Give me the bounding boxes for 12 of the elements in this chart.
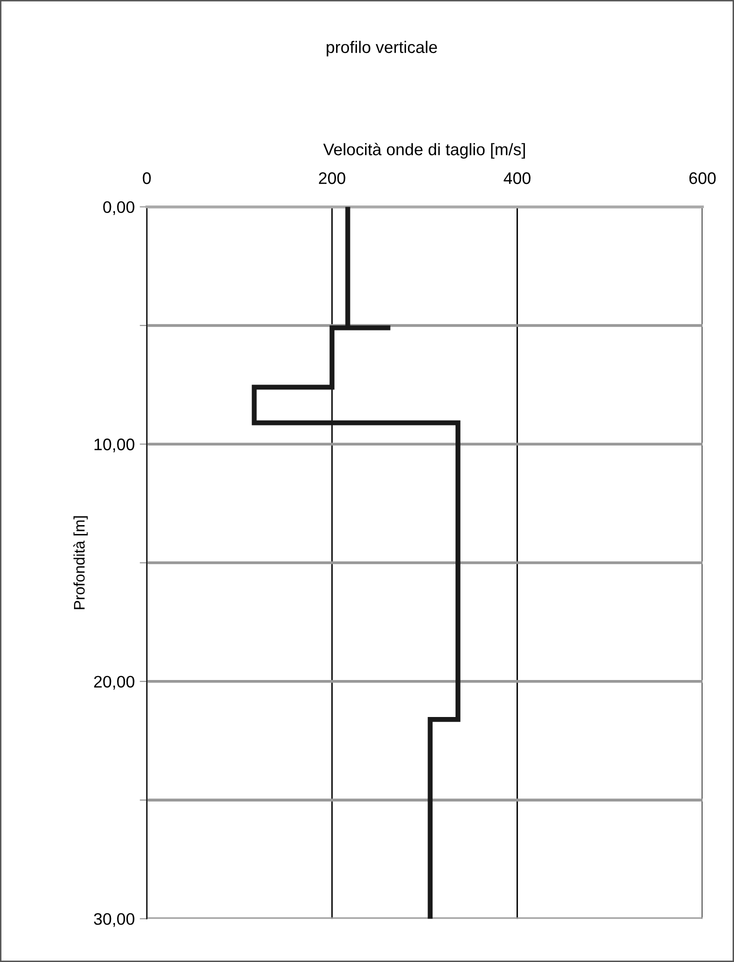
x-tick-label: 0 bbox=[142, 172, 151, 184]
y-tick-label: 30,00 bbox=[94, 913, 134, 927]
chart-title: profilo verticale bbox=[326, 40, 437, 56]
y-tick-label: 0,00 bbox=[103, 201, 134, 215]
x-tick-label: 600 bbox=[689, 172, 716, 184]
x-tick-label: 200 bbox=[318, 172, 346, 184]
y-tick-label: 20,00 bbox=[94, 676, 134, 690]
x-tick-label: 400 bbox=[504, 172, 530, 184]
line-series bbox=[252, 206, 460, 919]
x-axis-title: Velocità onde di taglio [m/s] bbox=[323, 142, 525, 159]
y-tick-label: 10,00 bbox=[94, 438, 134, 452]
y-axis-title: Profondità [m] bbox=[73, 516, 88, 610]
